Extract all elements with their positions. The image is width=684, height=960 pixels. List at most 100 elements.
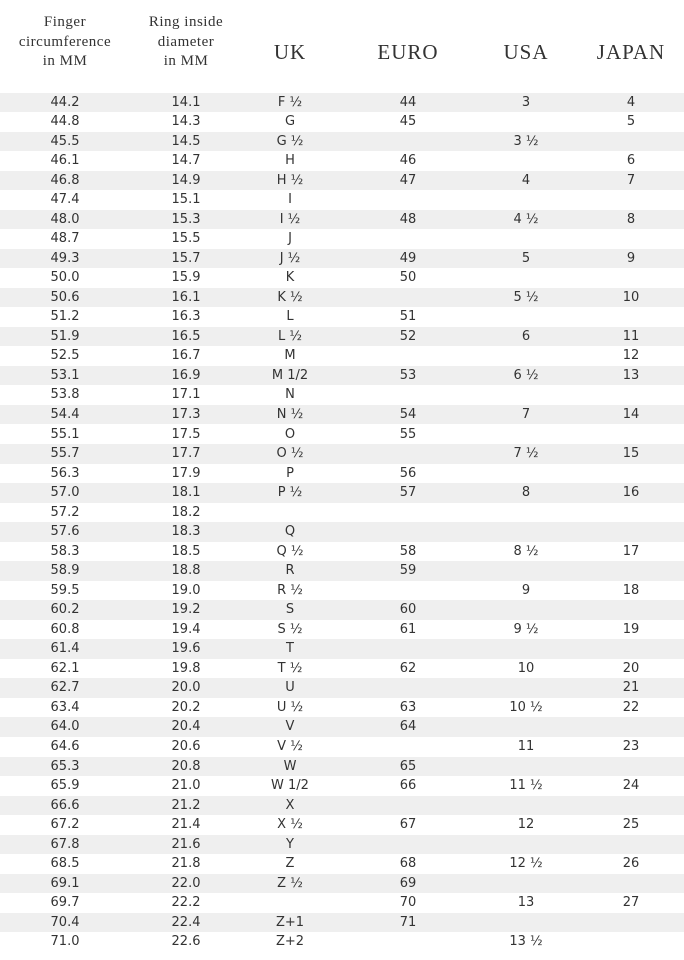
table-cell: 62.1 — [50, 660, 80, 676]
table-cell: R — [285, 563, 295, 579]
table-cell: 69.7 — [50, 895, 80, 911]
table-cell: 46 — [399, 153, 417, 169]
table-cell: 12 ½ — [509, 856, 543, 872]
table-row: 67.8 21.6 Y — [0, 834, 684, 855]
table-cell: Z+2 — [275, 934, 305, 950]
table-cell: 48.0 — [50, 211, 80, 227]
table-cell: 8 ½ — [513, 543, 539, 559]
table-cell: 71 — [399, 914, 417, 930]
table-cell: 18.8 — [171, 563, 201, 579]
table-cell: 19 — [622, 621, 640, 637]
table-row: 70.4 22.4 Z+1 71 — [0, 912, 684, 933]
table-row: 50.0 15.9 K 50 — [0, 268, 684, 288]
table-cell: W — [283, 758, 297, 774]
table-cell: 21 — [622, 680, 640, 696]
table-cell: Z — [285, 856, 295, 872]
table-cell: 22.6 — [171, 934, 201, 950]
table-cell: 3 — [521, 94, 531, 110]
header-line: circumference — [18, 33, 112, 50]
table-row: 48.7 15.5 J — [0, 229, 684, 249]
table-cell: 5 ½ — [513, 289, 539, 305]
table-cell: V — [285, 719, 295, 735]
table-cell: 18 — [622, 582, 640, 598]
table-row: 63.4 20.2 U ½ 63 10 ½ 22 — [0, 698, 684, 718]
table-cell: K — [285, 270, 295, 286]
table-cell: W 1/2 — [271, 778, 309, 794]
table-cell: 48.7 — [50, 231, 80, 247]
table-row: 62.7 20.0 U 21 — [0, 678, 684, 698]
table-cell: 14 — [622, 406, 640, 422]
header-line: USA — [503, 40, 549, 64]
table-cell: 70 — [399, 895, 417, 911]
table-cell: S — [285, 602, 295, 618]
table-cell: L ½ — [278, 328, 302, 344]
table-cell: 44 — [399, 94, 417, 110]
table-cell: 50 — [399, 270, 417, 286]
table-cell: 21.4 — [171, 817, 201, 833]
table-cell: 65 — [399, 758, 417, 774]
table-cell: 47.4 — [50, 192, 80, 208]
table-cell: 21.0 — [171, 778, 201, 794]
table-cell: 11 — [517, 738, 535, 754]
table-cell: 67.2 — [50, 817, 80, 833]
table-row: 60.8 19.4 S ½ 61 9 ½ 19 — [0, 620, 684, 640]
table-cell: 7 — [521, 406, 531, 422]
table-cell: 13 ½ — [509, 934, 543, 950]
table-cell: 51 — [399, 309, 417, 325]
table-cell: 68.5 — [50, 856, 80, 872]
table-cell: 55.1 — [50, 426, 80, 442]
table-cell: 64.0 — [50, 719, 80, 735]
table-row: 46.1 14.7 H 46 6 — [0, 151, 684, 171]
table-cell: 47 — [399, 172, 417, 188]
table-row: 57.6 18.3 Q — [0, 522, 684, 542]
table-cell: 44.2 — [50, 94, 80, 110]
column-header: Ring inside diameter in MM — [149, 13, 223, 72]
table-row: 61.4 19.6 T — [0, 639, 684, 659]
table-row: 64.0 20.4 V 64 — [0, 717, 684, 737]
table-cell: 9 — [521, 582, 531, 598]
header-line: Finger — [43, 14, 87, 30]
table-cell: 15 — [622, 446, 640, 462]
table-cell: 63 — [399, 699, 417, 715]
table-cell: 18.5 — [171, 543, 201, 559]
table-cell: 52.5 — [50, 348, 80, 364]
table-row: 53.8 17.1 N — [0, 385, 684, 405]
table-cell: 49 — [399, 250, 417, 266]
table-cell: 12 — [517, 817, 535, 833]
table-cell: 22.4 — [171, 914, 201, 930]
table-cell: 66 — [399, 778, 417, 794]
table-cell: 54.4 — [50, 406, 80, 422]
table-cell: 18.3 — [171, 524, 201, 540]
table-cell: 3 ½ — [513, 133, 539, 149]
table-cell: 6 — [521, 328, 531, 344]
table-row: 69.7 22.2 70 13 27 — [0, 893, 684, 913]
table-cell: 57 — [399, 485, 417, 501]
table-cell: 50.6 — [50, 289, 80, 305]
table-row: 55.7 17.7 O ½ 7 ½ 15 — [0, 444, 684, 464]
table-cell: P — [286, 465, 294, 481]
table-cell: 51.2 — [50, 309, 80, 325]
table-row: 54.4 17.3 N ½ 54 7 14 — [0, 404, 684, 425]
table-cell: T — [286, 641, 294, 657]
header-line: in MM — [163, 53, 209, 69]
header-line: UK — [273, 40, 307, 64]
table-cell: 61.4 — [50, 641, 80, 657]
table-cell: 60.2 — [50, 602, 80, 618]
table-cell: 55 — [399, 426, 417, 442]
table-row: 68.5 21.8 Z 68 12 ½ 26 — [0, 854, 684, 874]
table-cell: 20.8 — [171, 758, 201, 774]
table-cell: 15.1 — [171, 192, 201, 208]
table-cell: 53 — [399, 367, 417, 383]
table-cell: 22 — [622, 699, 640, 715]
table-cell: 64.6 — [50, 738, 80, 754]
table-cell: 10 ½ — [509, 699, 543, 715]
table-cell: Q ½ — [276, 543, 304, 559]
table-cell: 16.5 — [171, 328, 201, 344]
table-cell: 55.7 — [50, 446, 80, 462]
table-cell: 20.4 — [171, 719, 201, 735]
table-cell: 65.3 — [50, 758, 80, 774]
table-row: 65.3 20.8 W 65 — [0, 756, 684, 777]
table-row: 46.8 14.9 H ½ 47 4 7 — [0, 170, 684, 191]
table-cell: H ½ — [276, 172, 304, 188]
